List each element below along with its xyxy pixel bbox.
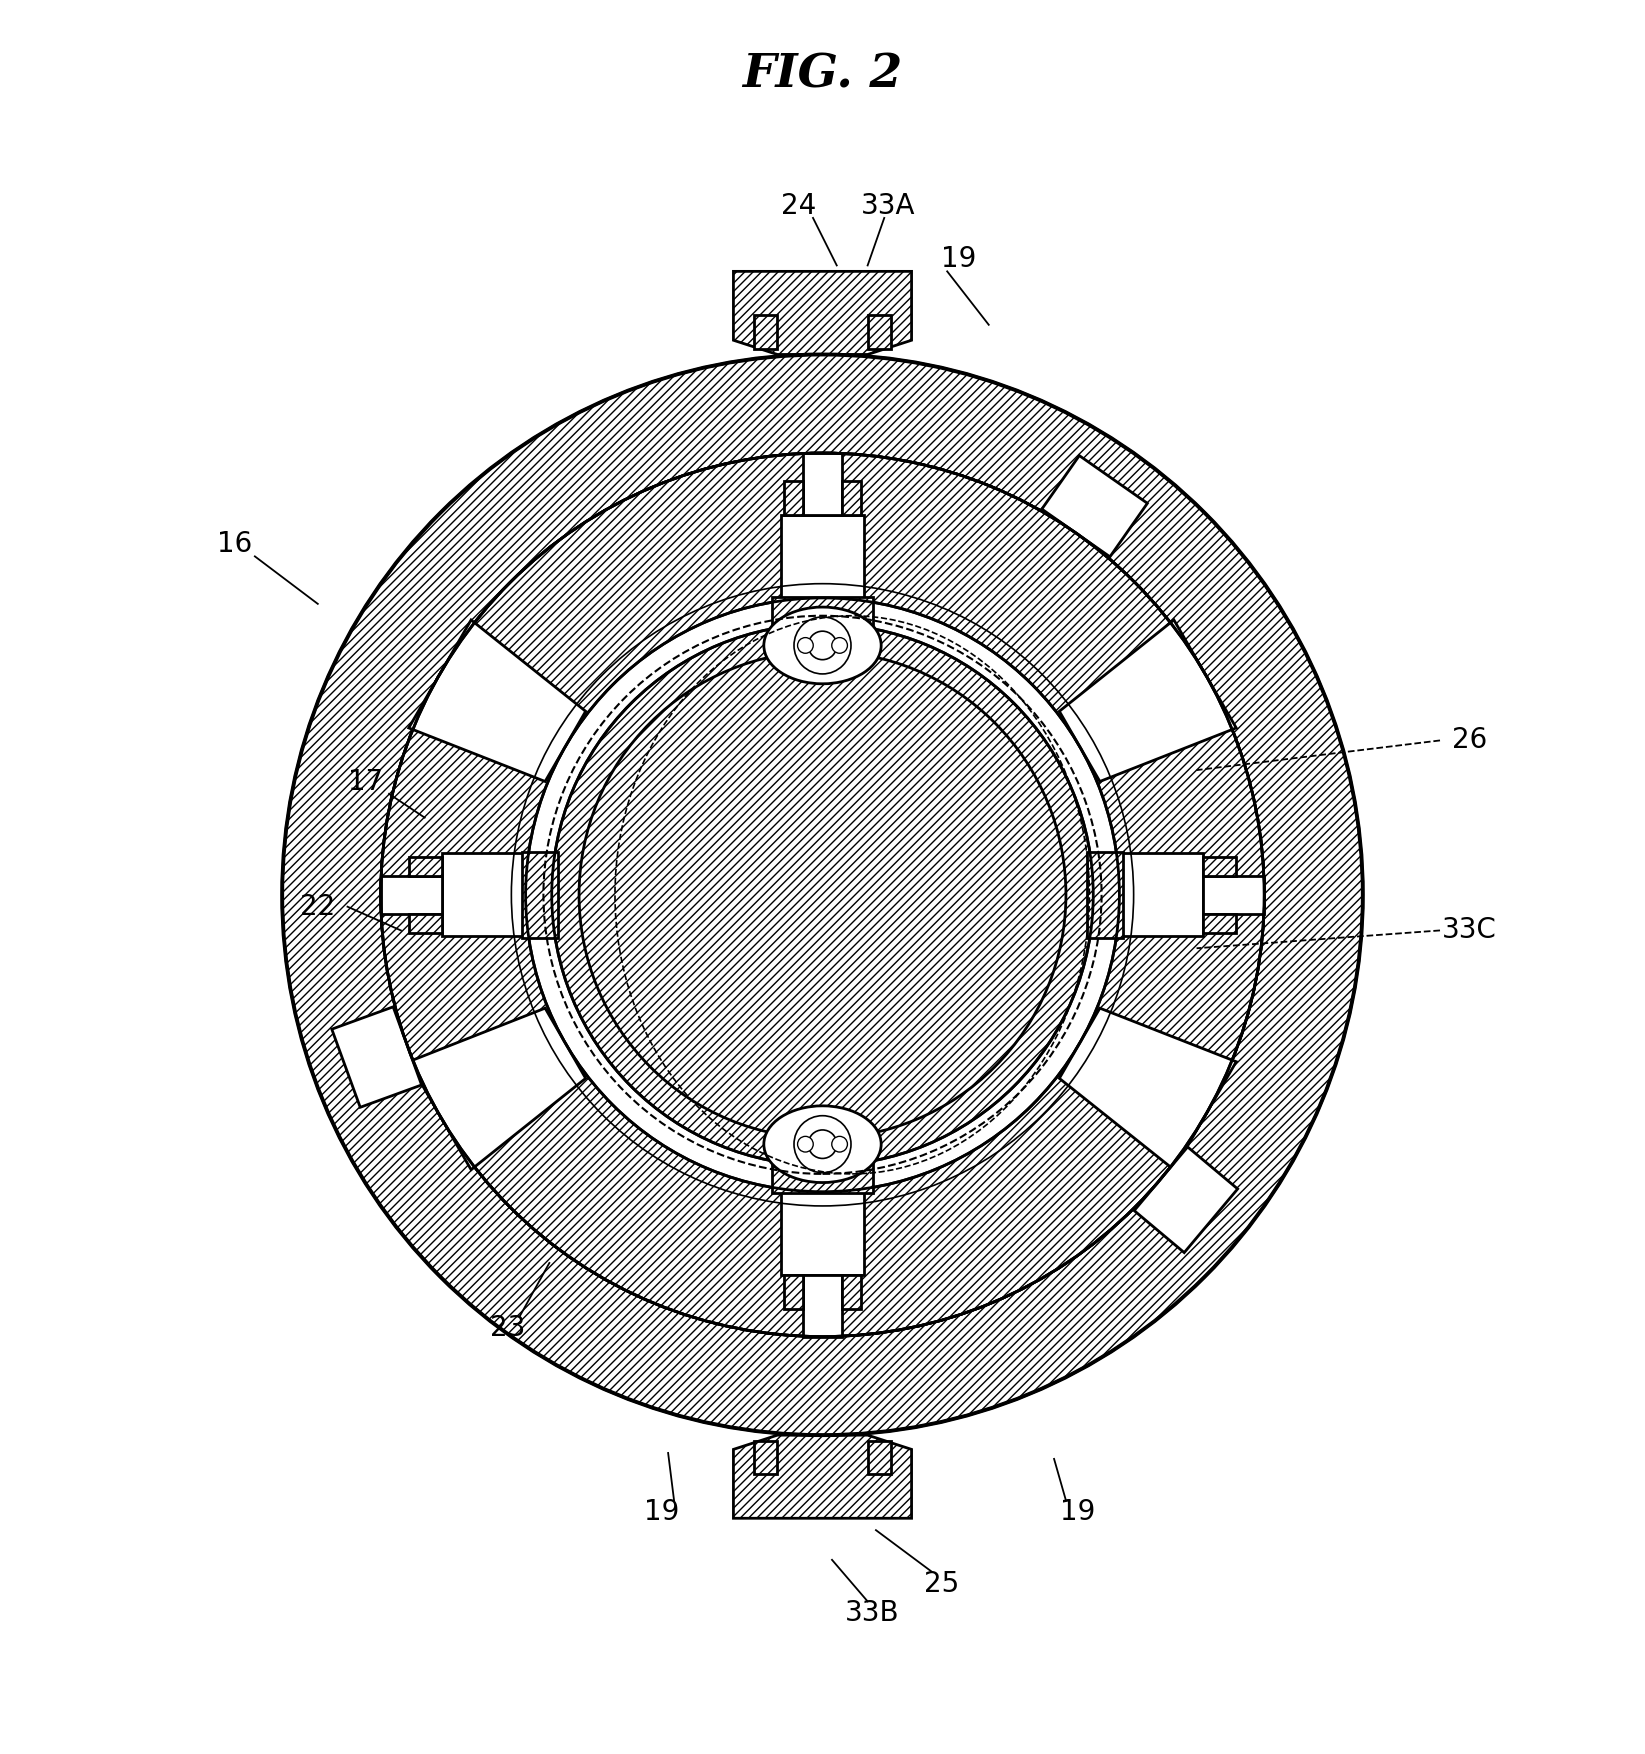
Polygon shape	[1202, 856, 1237, 875]
Polygon shape	[753, 316, 778, 349]
Text: FIG. 2: FIG. 2	[742, 51, 903, 98]
Text: 23: 23	[490, 1314, 525, 1342]
Text: 19: 19	[941, 246, 977, 274]
Polygon shape	[1087, 852, 1124, 938]
Polygon shape	[1059, 1009, 1237, 1170]
Polygon shape	[842, 1275, 860, 1308]
Text: 33C: 33C	[1443, 916, 1497, 944]
Polygon shape	[772, 1161, 873, 1193]
Circle shape	[808, 1130, 837, 1158]
Text: 19: 19	[1059, 1498, 1096, 1526]
Text: 19: 19	[645, 1498, 679, 1526]
Polygon shape	[408, 619, 586, 782]
Polygon shape	[1133, 1147, 1237, 1252]
Polygon shape	[1202, 914, 1237, 933]
Text: 25: 25	[923, 1570, 959, 1598]
Wedge shape	[380, 453, 1265, 1337]
Wedge shape	[551, 624, 1094, 1166]
Polygon shape	[785, 1275, 803, 1308]
Polygon shape	[332, 1007, 421, 1107]
Polygon shape	[803, 453, 842, 516]
Circle shape	[795, 1116, 850, 1173]
Text: 22: 22	[299, 893, 336, 921]
Polygon shape	[842, 481, 860, 516]
Polygon shape	[781, 516, 864, 598]
Polygon shape	[867, 316, 892, 349]
Text: 33B: 33B	[846, 1600, 900, 1628]
Polygon shape	[380, 875, 443, 914]
Circle shape	[832, 638, 847, 652]
Polygon shape	[785, 481, 803, 516]
Text: 17: 17	[347, 768, 383, 796]
Text: 16: 16	[217, 530, 252, 558]
Polygon shape	[408, 914, 443, 933]
Polygon shape	[408, 856, 443, 875]
Polygon shape	[781, 1191, 864, 1275]
Polygon shape	[1059, 619, 1237, 782]
Polygon shape	[443, 852, 526, 937]
Wedge shape	[283, 354, 1362, 1435]
Polygon shape	[1119, 852, 1202, 937]
Polygon shape	[734, 1435, 911, 1519]
Polygon shape	[1202, 875, 1265, 914]
Circle shape	[832, 1137, 847, 1152]
Circle shape	[798, 638, 813, 652]
Polygon shape	[408, 1009, 586, 1170]
Circle shape	[808, 631, 837, 660]
Polygon shape	[734, 272, 911, 354]
Circle shape	[798, 1137, 813, 1152]
Ellipse shape	[763, 1105, 882, 1182]
Ellipse shape	[763, 607, 882, 684]
Circle shape	[795, 617, 850, 674]
Polygon shape	[753, 1442, 778, 1475]
Polygon shape	[803, 1275, 842, 1337]
Polygon shape	[521, 852, 558, 938]
Text: 26: 26	[1453, 726, 1487, 754]
Polygon shape	[867, 1442, 892, 1475]
Text: 24: 24	[781, 191, 816, 219]
Polygon shape	[772, 596, 873, 628]
Text: 33A: 33A	[860, 191, 915, 219]
Polygon shape	[1041, 456, 1148, 556]
